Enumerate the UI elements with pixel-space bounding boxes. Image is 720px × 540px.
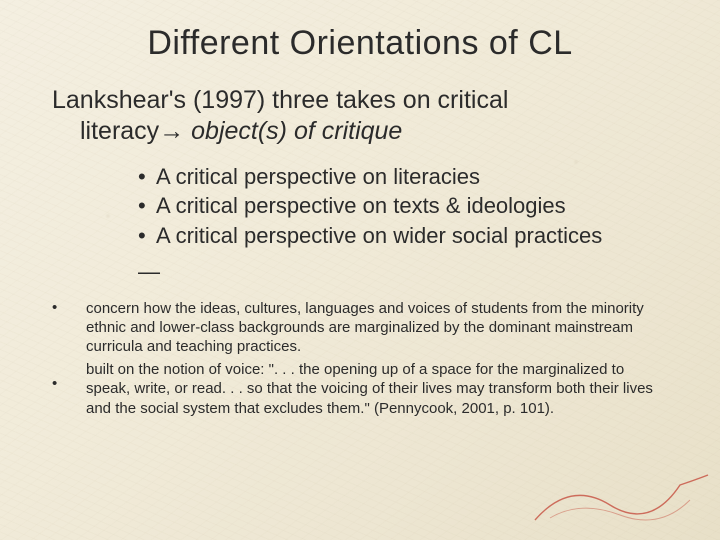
- lower-text-block: concern how the ideas, cultures, languag…: [86, 299, 664, 422]
- lower-bullet-gutter: • •: [52, 299, 70, 422]
- slide-title: Different Orientations of CL: [48, 24, 672, 63]
- main-bullet-list: A critical perspective on literacies A c…: [138, 162, 672, 251]
- bullet-item: A critical perspective on wider social p…: [138, 221, 672, 251]
- bullet-item: A critical perspective on texts & ideolo…: [138, 191, 672, 221]
- thread-decoration-icon: [530, 470, 710, 530]
- em-dash-separator: —: [138, 259, 672, 285]
- bullet-item: A critical perspective on literacies: [138, 162, 672, 192]
- lower-section: • • concern how the ideas, cultures, lan…: [48, 299, 672, 422]
- bullet-marker: •: [52, 299, 70, 317]
- lower-paragraph: concern how the ideas, cultures, languag…: [86, 299, 664, 357]
- slide-container: Different Orientations of CL Lankshear's…: [0, 0, 720, 540]
- subtitle-line2-lead: literacy: [80, 117, 159, 145]
- right-arrow-icon: →: [159, 117, 184, 145]
- subtitle-line1: Lankshear's (1997) three takes on critic…: [52, 86, 508, 114]
- lower-paragraph: built on the notion of voice: ". . . the…: [86, 360, 664, 418]
- bullet-marker: •: [52, 375, 70, 393]
- subtitle-italic: object(s) of critique: [191, 117, 402, 145]
- slide-subtitle: Lankshear's (1997) three takes on critic…: [48, 85, 672, 148]
